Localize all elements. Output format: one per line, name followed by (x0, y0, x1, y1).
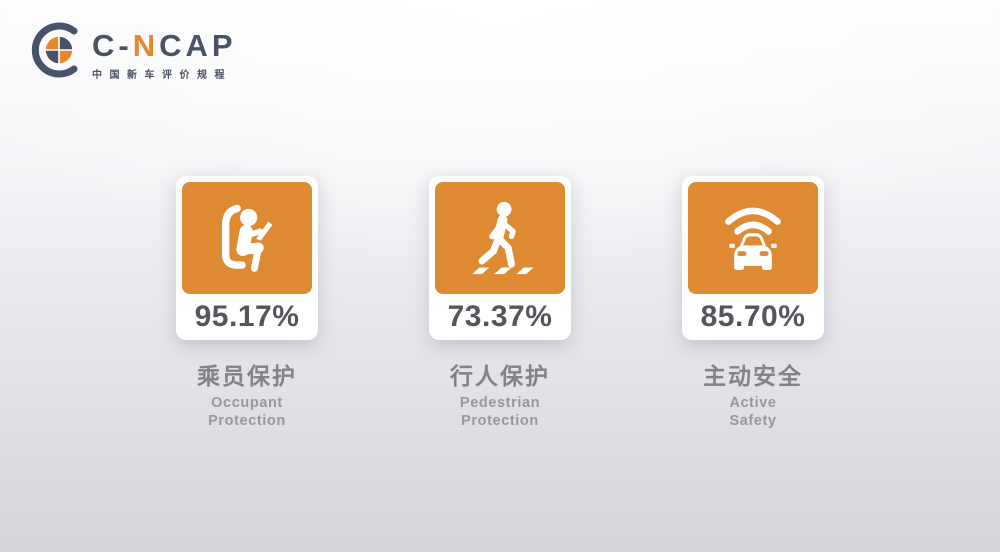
logo-word-accent: N (132, 28, 160, 63)
score-card-occupant: 95.17% (176, 176, 318, 340)
score-percent-pedestrian: 73.37% (447, 300, 553, 333)
car-signal-icon (688, 182, 818, 294)
score-label-cn-occupant: 乘员保护 (197, 363, 297, 389)
score-label-cn-active-safety: 主动安全 (703, 363, 803, 389)
score-label-en-occupant: Occupant Protection (208, 394, 286, 430)
score-label-en-line2: Protection (208, 413, 286, 430)
score-pedestrian-protection: 73.37% 行人保护 Pedestrian Protection (429, 176, 571, 430)
score-card-pedestrian: 73.37% (429, 176, 571, 340)
score-label-en-line1: Active (729, 395, 777, 411)
occupant-seat-icon (182, 182, 312, 294)
score-active-safety: 85.70% 主动安全 Active Safety (682, 176, 824, 430)
logo-subtitle: 中国新车评价规程 (92, 70, 232, 81)
score-label-en-pedestrian: Pedestrian Protection (460, 394, 540, 430)
pedestrian-crosswalk-icon (435, 182, 565, 294)
logo-word-prefix: C- (92, 28, 133, 63)
logo-text-block: C-NCAP 中国新车评价规程 (92, 30, 237, 81)
cncap-logo: C-NCAP 中国新车评价规程 (28, 20, 237, 81)
score-label-en-active-safety: Active Safety (729, 394, 776, 430)
score-occupant-protection: 95.17% 乘员保护 Occupant Protection (176, 176, 318, 430)
logo-word-suffix: CAP (159, 28, 237, 63)
score-label-en-line2: Safety (729, 413, 777, 430)
score-percent-active-safety: 85.70% (700, 300, 806, 333)
score-row: 95.17% 乘员保护 Occupant Protection (0, 176, 1000, 430)
score-label-cn-pedestrian: 行人保护 (450, 363, 550, 389)
score-label-en-line1: Occupant (211, 395, 283, 411)
score-percent-occupant: 95.17% (194, 300, 300, 333)
score-label-en-line2: Protection (461, 413, 539, 430)
score-card-active-safety: 85.70% (682, 176, 824, 340)
logo-wordmark: C-NCAP (92, 30, 237, 61)
cncap-crash-test-marker-icon (31, 22, 78, 78)
score-label-en-line1: Pedestrian (459, 395, 541, 411)
